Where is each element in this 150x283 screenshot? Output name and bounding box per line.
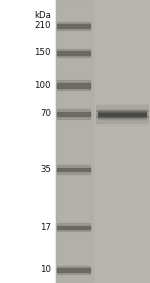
Bar <box>98 115 147 116</box>
Bar <box>98 120 147 121</box>
Bar <box>57 223 90 231</box>
Bar <box>96 106 148 107</box>
Bar <box>96 109 148 110</box>
Bar <box>98 114 147 115</box>
Bar <box>96 117 148 118</box>
Text: 70: 70 <box>40 110 51 119</box>
Bar <box>57 266 90 274</box>
Text: 17: 17 <box>40 223 51 232</box>
Bar <box>57 51 90 55</box>
Bar <box>98 109 147 110</box>
Bar <box>98 114 147 115</box>
Bar <box>96 119 148 120</box>
Bar <box>98 119 147 120</box>
Bar <box>57 226 90 229</box>
Bar <box>96 107 148 108</box>
Bar <box>96 104 148 105</box>
Bar <box>57 109 90 119</box>
Bar <box>98 118 147 119</box>
Bar <box>96 116 148 117</box>
Bar <box>57 22 90 30</box>
Bar <box>56 0 93 283</box>
Bar <box>96 114 148 115</box>
Bar <box>96 118 148 119</box>
Bar <box>98 119 147 120</box>
Bar <box>98 118 147 119</box>
Bar <box>96 112 148 113</box>
Bar <box>96 111 148 112</box>
Bar <box>96 116 148 117</box>
Bar <box>96 105 148 106</box>
Text: 210: 210 <box>34 22 51 30</box>
Bar <box>98 110 147 111</box>
Bar <box>57 80 90 90</box>
Bar <box>98 115 147 116</box>
Bar <box>56 0 150 283</box>
Bar <box>96 105 148 106</box>
Bar <box>98 111 147 112</box>
Bar <box>96 121 148 122</box>
Bar <box>98 116 147 117</box>
Bar <box>57 24 90 28</box>
Bar <box>96 124 148 125</box>
Bar <box>98 111 147 112</box>
Bar <box>98 112 147 113</box>
Bar <box>96 120 148 121</box>
Bar <box>57 168 90 171</box>
Text: kDa: kDa <box>34 11 51 20</box>
Bar <box>57 112 90 116</box>
Bar <box>96 122 148 123</box>
Bar <box>57 49 90 57</box>
Bar <box>98 117 147 118</box>
Bar <box>96 123 148 124</box>
Bar <box>96 123 148 124</box>
Bar <box>98 113 147 114</box>
Bar <box>98 110 147 111</box>
Bar <box>96 110 148 111</box>
Bar <box>98 120 147 121</box>
Bar <box>98 113 147 114</box>
Bar <box>98 116 147 117</box>
Text: 10: 10 <box>40 265 51 275</box>
Bar <box>96 110 148 111</box>
Text: 35: 35 <box>40 165 51 174</box>
Bar <box>57 83 90 88</box>
Text: 100: 100 <box>34 81 51 90</box>
Bar <box>57 166 90 173</box>
Bar <box>98 112 147 113</box>
Bar <box>96 125 148 126</box>
Bar <box>96 106 148 107</box>
Bar <box>96 122 148 123</box>
Bar <box>57 268 90 272</box>
Text: 150: 150 <box>34 48 51 57</box>
Bar <box>96 115 148 116</box>
Bar <box>96 108 148 109</box>
Bar <box>98 109 147 110</box>
Bar <box>96 113 148 114</box>
Bar <box>96 117 148 118</box>
Bar <box>96 109 148 110</box>
Bar <box>96 113 148 114</box>
Bar <box>98 117 147 118</box>
